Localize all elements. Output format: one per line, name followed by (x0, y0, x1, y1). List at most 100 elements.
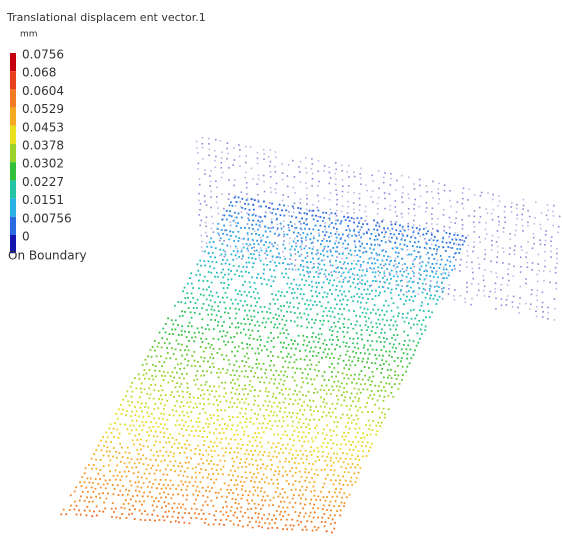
field-dot (238, 385, 240, 387)
field-dot (491, 271, 493, 273)
field-dot (495, 288, 497, 290)
field-dot (209, 185, 211, 187)
field-dot (284, 234, 286, 236)
field-dot (201, 518, 203, 520)
field-dot (202, 147, 204, 149)
field-dot (300, 198, 302, 200)
field-dot (194, 351, 196, 353)
field-dot (220, 409, 222, 411)
field-dot (180, 363, 182, 365)
field-dot (230, 246, 232, 248)
field-dot (279, 323, 281, 325)
field-dot (395, 252, 397, 254)
field-dot (443, 230, 445, 232)
field-dot (342, 179, 344, 181)
field-dot (318, 352, 320, 354)
field-dot (208, 446, 210, 448)
field-dot (272, 396, 274, 398)
field-dot (366, 190, 368, 192)
field-dot (297, 288, 299, 290)
field-dot (283, 236, 285, 238)
field-dot (341, 497, 343, 499)
field-dot (255, 460, 257, 462)
field-dot (231, 215, 233, 217)
field-dot (157, 407, 159, 409)
field-dot (377, 222, 379, 224)
field-dot (339, 308, 341, 310)
field-dot (370, 257, 372, 259)
field-dot (294, 321, 296, 323)
field-dot (332, 403, 334, 405)
field-dot (348, 360, 350, 362)
field-dot (202, 158, 204, 160)
field-dot (395, 347, 397, 349)
field-dot (261, 377, 263, 379)
field-dot (298, 463, 300, 465)
field-dot (346, 171, 348, 173)
field-dot (384, 314, 386, 316)
field-dot (302, 232, 304, 234)
field-dot (167, 317, 169, 319)
field-dot (265, 387, 267, 389)
field-dot (233, 524, 235, 526)
field-dot (84, 481, 86, 483)
legend-label: 0.0529 (22, 102, 64, 116)
field-dot (317, 240, 319, 242)
field-dot (329, 240, 331, 242)
field-dot (300, 264, 302, 266)
field-dot (269, 165, 271, 167)
field-dot (170, 451, 172, 453)
field-dot (175, 329, 177, 331)
field-dot (165, 487, 167, 489)
field-dot (345, 219, 347, 221)
field-dot (189, 481, 191, 483)
field-dot (184, 311, 186, 313)
field-dot (111, 508, 113, 510)
field-dot (269, 365, 271, 367)
field-dot (388, 305, 390, 307)
field-dot (300, 426, 302, 428)
field-dot (116, 517, 118, 519)
field-dot (555, 267, 557, 269)
field-dot (371, 362, 373, 364)
field-dot (226, 219, 228, 221)
field-dot (312, 304, 314, 306)
field-dot (424, 270, 426, 272)
field-dot (308, 304, 310, 306)
field-dot (220, 140, 222, 142)
field-dot (266, 477, 268, 479)
field-dot (408, 229, 410, 231)
field-dot (271, 406, 273, 408)
field-dot (342, 252, 344, 254)
field-dot (200, 375, 202, 377)
field-dot (235, 299, 237, 301)
field-dot (359, 173, 361, 175)
field-dot (284, 380, 286, 382)
field-dot (350, 254, 352, 256)
field-dot (220, 469, 222, 471)
field-dot (279, 471, 281, 473)
field-dot (349, 230, 351, 232)
field-dot (241, 207, 243, 209)
field-dot (369, 293, 371, 295)
field-dot (103, 465, 105, 467)
field-dot (407, 193, 409, 195)
field-dot (394, 374, 396, 376)
field-dot (131, 430, 133, 432)
field-dot (290, 311, 292, 313)
field-dot (260, 237, 262, 239)
field-dot (111, 432, 113, 434)
field-dot (242, 526, 244, 528)
field-dot (188, 340, 190, 342)
field-dot (542, 311, 544, 313)
field-dot (226, 355, 228, 357)
field-dot (374, 239, 376, 241)
field-dot (141, 411, 143, 413)
field-dot (237, 452, 239, 454)
field-dot (419, 206, 421, 208)
field-dot (299, 440, 301, 442)
field-dot (204, 522, 206, 524)
field-dot (421, 266, 423, 268)
field-dot (523, 199, 525, 201)
field-dot (172, 494, 174, 496)
